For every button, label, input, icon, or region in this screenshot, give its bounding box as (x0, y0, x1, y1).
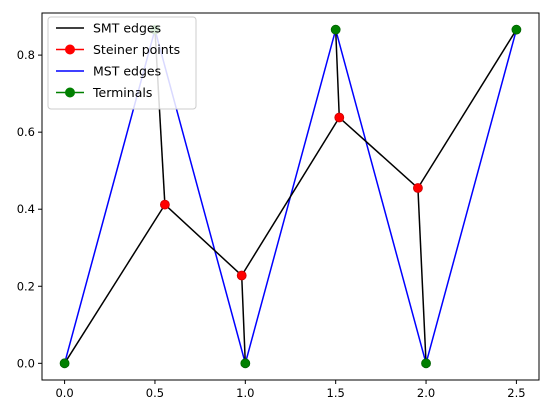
x-tick-label-1: 0.5 (146, 386, 164, 400)
x-tick-label-3: 1.5 (327, 386, 345, 400)
terminal-point-4 (421, 358, 431, 369)
y-tick-label-1: 0.2 (17, 279, 35, 293)
steiner-point-0 (159, 199, 170, 210)
terminal-point-5 (511, 24, 522, 35)
y-tick-label-3: 0.6 (17, 125, 35, 139)
x-tick-label-5: 2.5 (507, 386, 525, 400)
x-tick-label-2: 1.0 (236, 386, 254, 400)
smt-edge-6 (338, 116, 419, 189)
y-tick-label-0: 0.0 (17, 356, 35, 370)
smt-edge-2 (164, 204, 243, 277)
axes-frame (41, 12, 540, 381)
legend-marker-3 (65, 87, 75, 98)
smt-edge-0 (63, 204, 166, 364)
legend-label-2: MST edges (93, 64, 161, 79)
x-tick-label-4: 2.0 (417, 386, 435, 400)
legend-label-3: Terminals (92, 85, 152, 100)
smt-edge-4 (241, 117, 340, 276)
legend: SMT edges Steiner points MST edges Terminal… (47, 16, 197, 110)
smt-edge-7 (417, 187, 427, 364)
plot-area (59, 24, 522, 369)
x-tick-label-0: 0.0 (55, 386, 73, 400)
terminal-point-0 (59, 358, 70, 369)
legend-box (47, 16, 197, 110)
y-tick-label-4: 0.8 (17, 48, 35, 62)
mst-edge-3 (334, 29, 427, 364)
legend-marker-1 (65, 44, 75, 55)
legend-label-1: Steiner points (93, 42, 180, 57)
smt-edge-8 (417, 29, 518, 189)
y-tick-label-2: 0.4 (17, 202, 35, 216)
smt-edge-3 (240, 275, 247, 364)
mst-edge-4 (425, 29, 518, 364)
steiner-point-3 (413, 183, 423, 193)
legend-label-0: SMT edges (93, 21, 161, 36)
terminal-point-3 (330, 24, 341, 35)
smt-edge-5 (334, 29, 341, 118)
terminal-point-2 (240, 358, 251, 369)
axes: 0.0 0.5 1.0 1.5 2.0 2.5 0.0 0.2 0.4 0.6 0.8 (17, 12, 540, 400)
steiner-point-1 (236, 270, 247, 281)
steiner-point-2 (334, 112, 345, 123)
